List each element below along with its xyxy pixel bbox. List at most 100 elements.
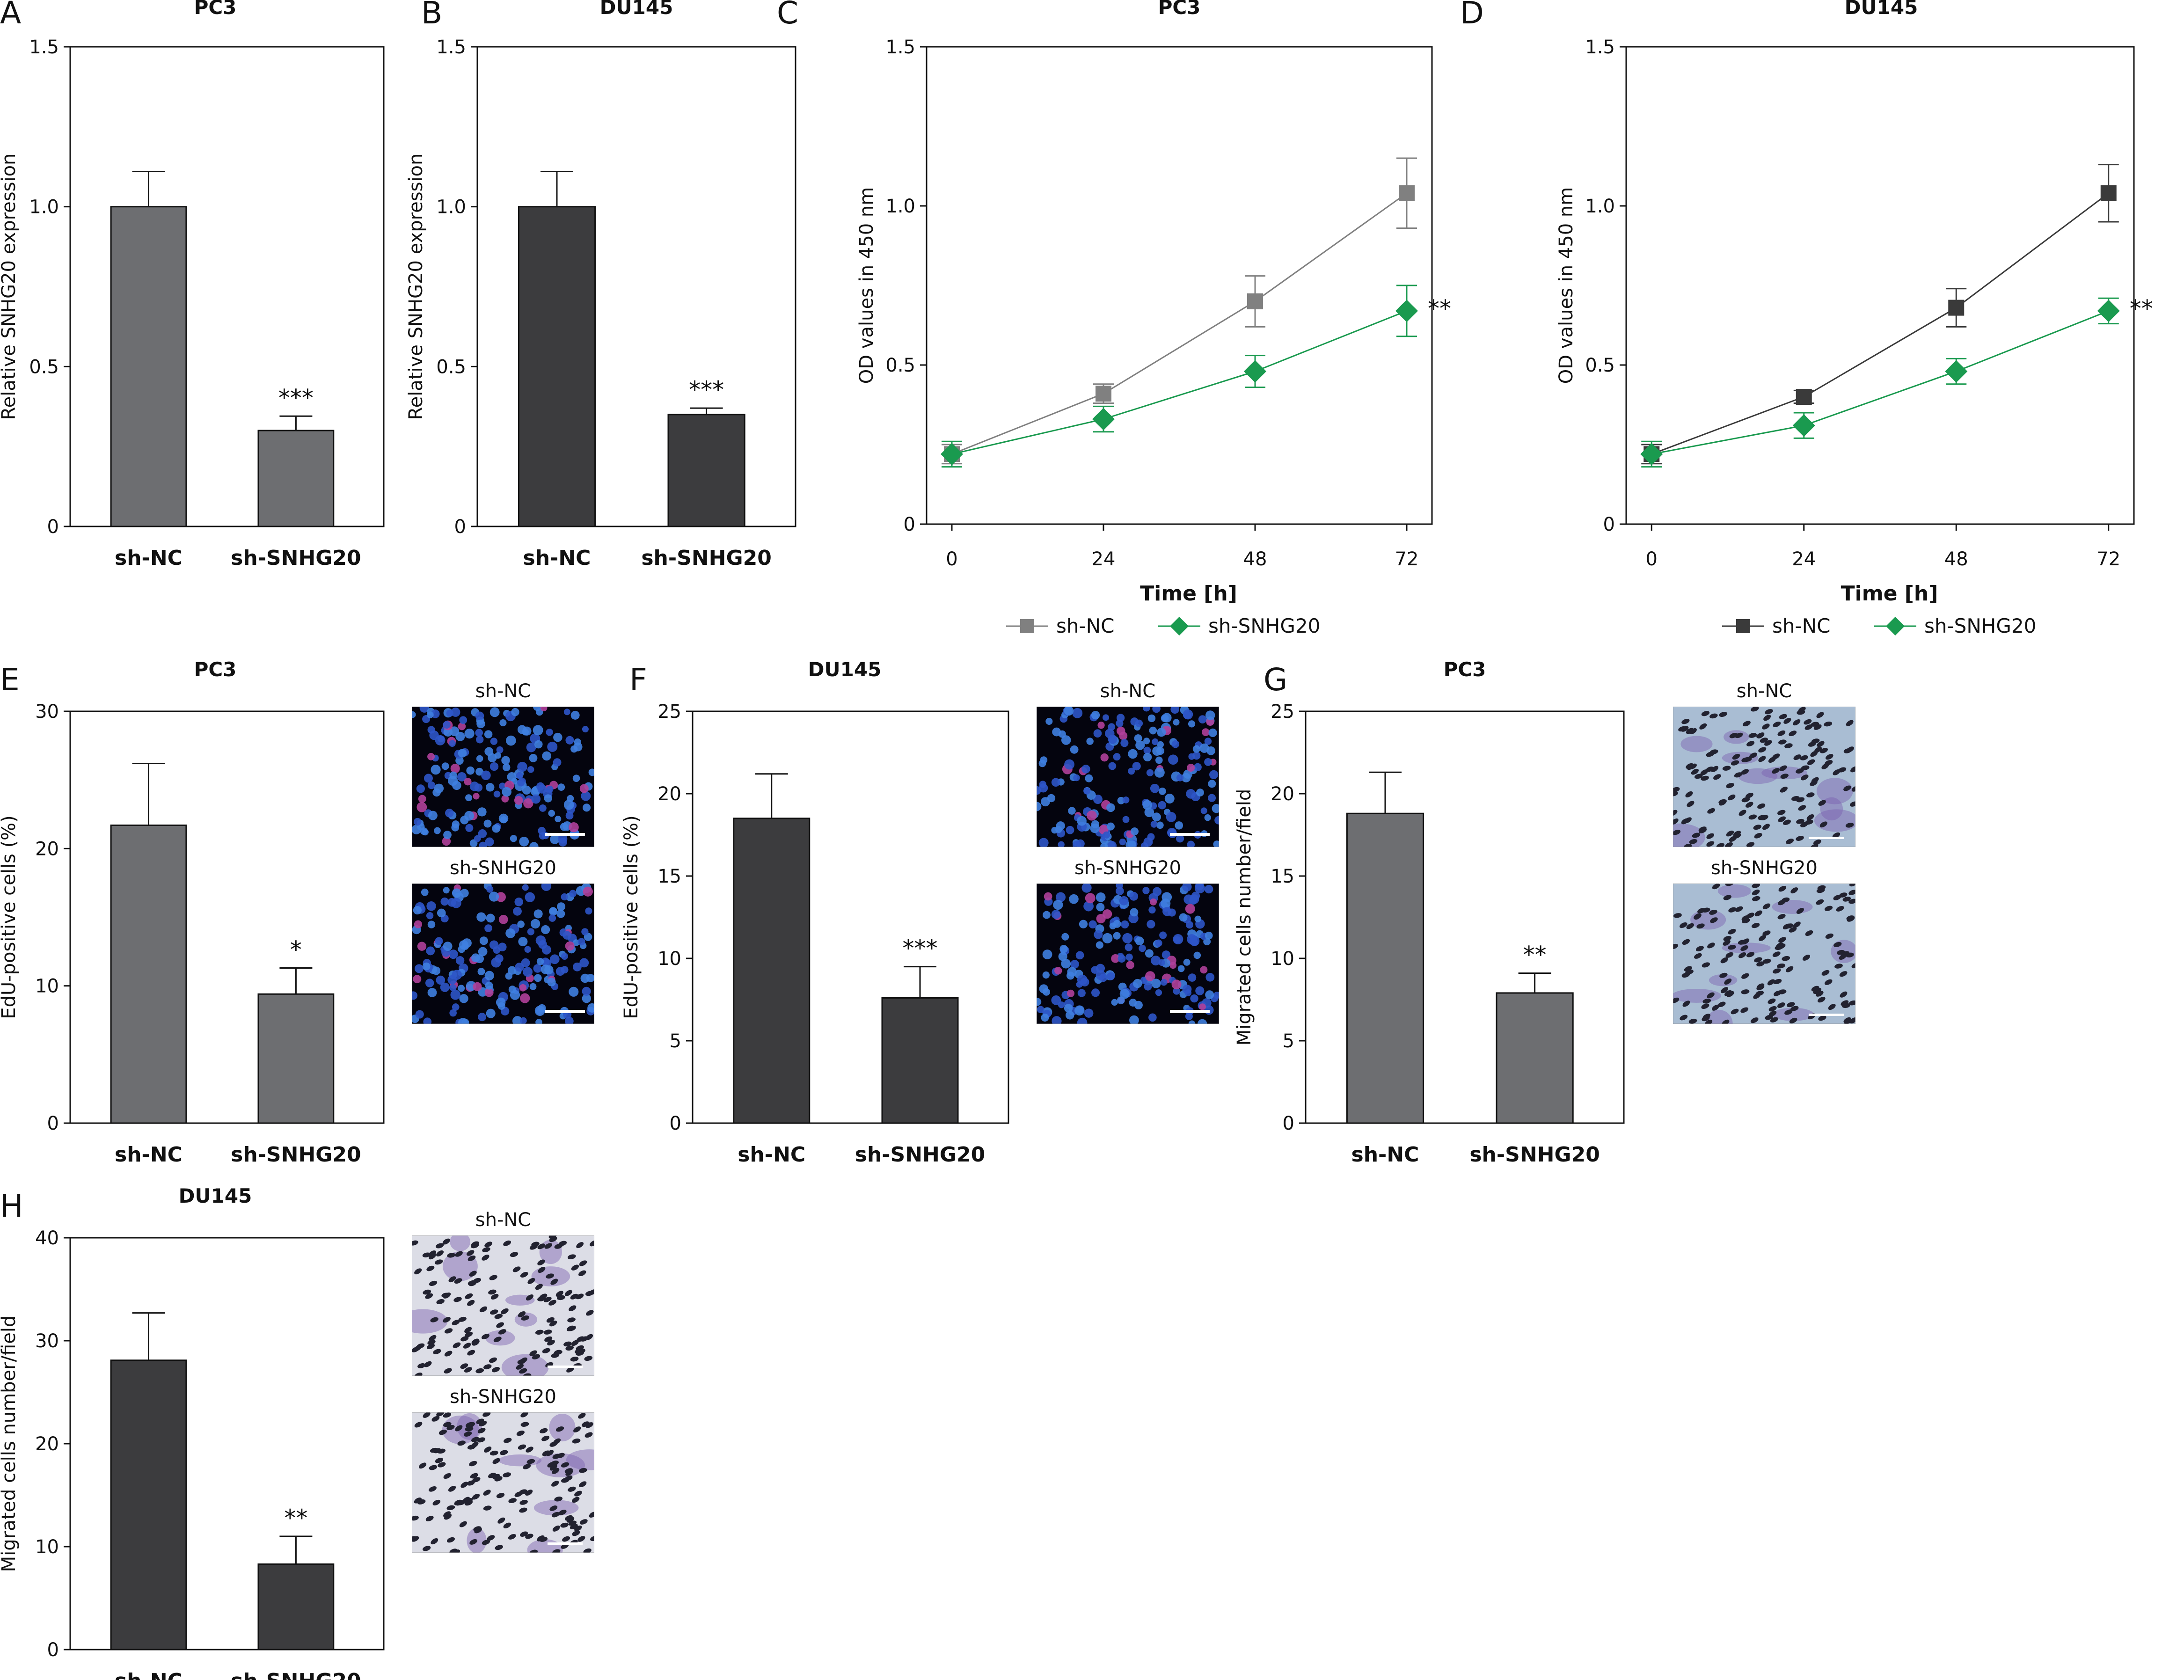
cell-nucleus xyxy=(586,974,594,982)
membrane-pore xyxy=(1738,952,1746,958)
x-tick-label: 0 xyxy=(1646,548,1658,570)
cell-nucleus xyxy=(1183,894,1194,905)
membrane-pore xyxy=(1826,754,1833,760)
data-point xyxy=(1792,414,1815,437)
membrane-pore xyxy=(425,1293,433,1299)
membrane-pore xyxy=(558,1241,567,1246)
cell-nucleus xyxy=(443,721,451,729)
membrane-pore xyxy=(489,1309,498,1315)
membrane-pore xyxy=(574,1525,582,1532)
x-tick-label: sh-NC xyxy=(1351,1143,1419,1167)
panel-letter: G xyxy=(1264,662,1287,698)
cell-nucleus xyxy=(1132,762,1141,771)
membrane-pore xyxy=(1804,719,1812,725)
cell-nucleus xyxy=(519,984,527,992)
panel-title: PC3 xyxy=(1158,0,1201,19)
cell-nucleus xyxy=(1128,840,1136,847)
cell-nucleus xyxy=(415,1010,424,1019)
membrane-pore xyxy=(558,1509,567,1515)
membrane-pore xyxy=(455,1251,463,1257)
image-label: sh-SNHG20 xyxy=(1711,857,1818,879)
cell-nucleus xyxy=(478,829,487,838)
cell-nucleus xyxy=(1066,989,1075,997)
membrane-pore xyxy=(1777,810,1786,815)
membrane-pore xyxy=(565,1469,573,1476)
cell-nucleus xyxy=(1064,707,1074,716)
cell-nucleus xyxy=(465,824,474,832)
cell-nucleus xyxy=(1037,998,1042,1006)
cell-nucleus xyxy=(477,968,485,976)
cell-nucleus xyxy=(1193,763,1202,771)
membrane-pore xyxy=(436,1243,444,1249)
cell-nucleus xyxy=(1182,884,1192,892)
membrane-pore xyxy=(1806,814,1814,821)
significance-marker: *** xyxy=(903,935,938,962)
cell-nucleus xyxy=(1176,834,1184,843)
cell-nucleus xyxy=(1069,894,1079,904)
membrane-pore xyxy=(1839,892,1848,898)
cell-nucleus xyxy=(541,964,551,974)
cell-nucleus xyxy=(1051,910,1061,919)
bar xyxy=(881,997,959,1124)
cell-nucleus xyxy=(1161,898,1171,909)
y-tick-label: 20 xyxy=(35,838,59,860)
membrane-pore xyxy=(504,1438,512,1443)
cell-nucleus xyxy=(1102,909,1112,919)
membrane-pore xyxy=(1687,764,1695,770)
membrane-pore xyxy=(1743,721,1751,727)
cell-nucleus xyxy=(572,939,580,946)
membrane-pore xyxy=(422,1252,431,1257)
membrane-pore xyxy=(555,1426,564,1432)
y-axis-label: Relative SNHG20 expression xyxy=(405,153,427,420)
x-tick-label: sh-NC xyxy=(738,1143,805,1167)
membrane-pore xyxy=(433,1349,441,1354)
membrane-pore xyxy=(1767,979,1775,986)
cell-nucleus xyxy=(452,970,462,980)
membrane-pore xyxy=(452,1320,460,1325)
data-point xyxy=(1096,386,1111,402)
membrane-pore xyxy=(1816,991,1824,997)
cell-nucleus xyxy=(442,837,451,846)
cell-nucleus xyxy=(583,886,593,897)
cell-nucleus xyxy=(522,884,529,891)
membrane-pore xyxy=(467,1350,475,1356)
x-tick-label: 48 xyxy=(1243,548,1267,570)
membrane-pore xyxy=(551,1481,559,1487)
membrane-pore xyxy=(544,1243,553,1249)
membrane-pore xyxy=(1777,899,1786,906)
membrane-pore xyxy=(1754,957,1762,963)
cell-nucleus xyxy=(1143,707,1150,712)
cell-nucleus xyxy=(484,988,494,997)
x-tick-label: 24 xyxy=(1092,548,1116,570)
cell-stain xyxy=(1717,884,1751,898)
bar xyxy=(110,206,187,527)
cell-nucleus xyxy=(1075,951,1084,960)
membrane-pore xyxy=(579,1260,587,1266)
membrane-pore xyxy=(1796,768,1804,774)
membrane-pore xyxy=(1808,741,1817,747)
cell-nucleus xyxy=(1118,955,1126,963)
data-point xyxy=(1796,389,1812,405)
series-line xyxy=(1651,310,2109,455)
membrane-pore xyxy=(1846,720,1854,726)
membrane-pore xyxy=(1772,951,1781,957)
legend-label: sh-SNHG20 xyxy=(1924,614,2036,637)
membrane-pore xyxy=(1805,819,1813,825)
cell-nucleus xyxy=(546,785,554,793)
membrane-pore xyxy=(1694,774,1703,779)
membrane-pore xyxy=(1759,935,1767,941)
membrane-pore xyxy=(542,1348,551,1353)
cell-nucleus xyxy=(1187,763,1195,772)
cell-nucleus xyxy=(1190,994,1198,1003)
cell-nucleus xyxy=(1081,884,1092,893)
cell-nucleus xyxy=(443,942,453,951)
cell-nucleus xyxy=(501,756,510,765)
cell-nucleus xyxy=(485,981,493,990)
membrane-pore xyxy=(1843,785,1851,791)
membrane-pore xyxy=(436,1250,444,1256)
membrane-pore xyxy=(1816,899,1824,905)
y-tick-label: 30 xyxy=(35,701,59,723)
membrane-pore xyxy=(1719,712,1727,717)
plot-frame xyxy=(1625,46,2135,525)
membrane-pore xyxy=(1760,815,1768,820)
